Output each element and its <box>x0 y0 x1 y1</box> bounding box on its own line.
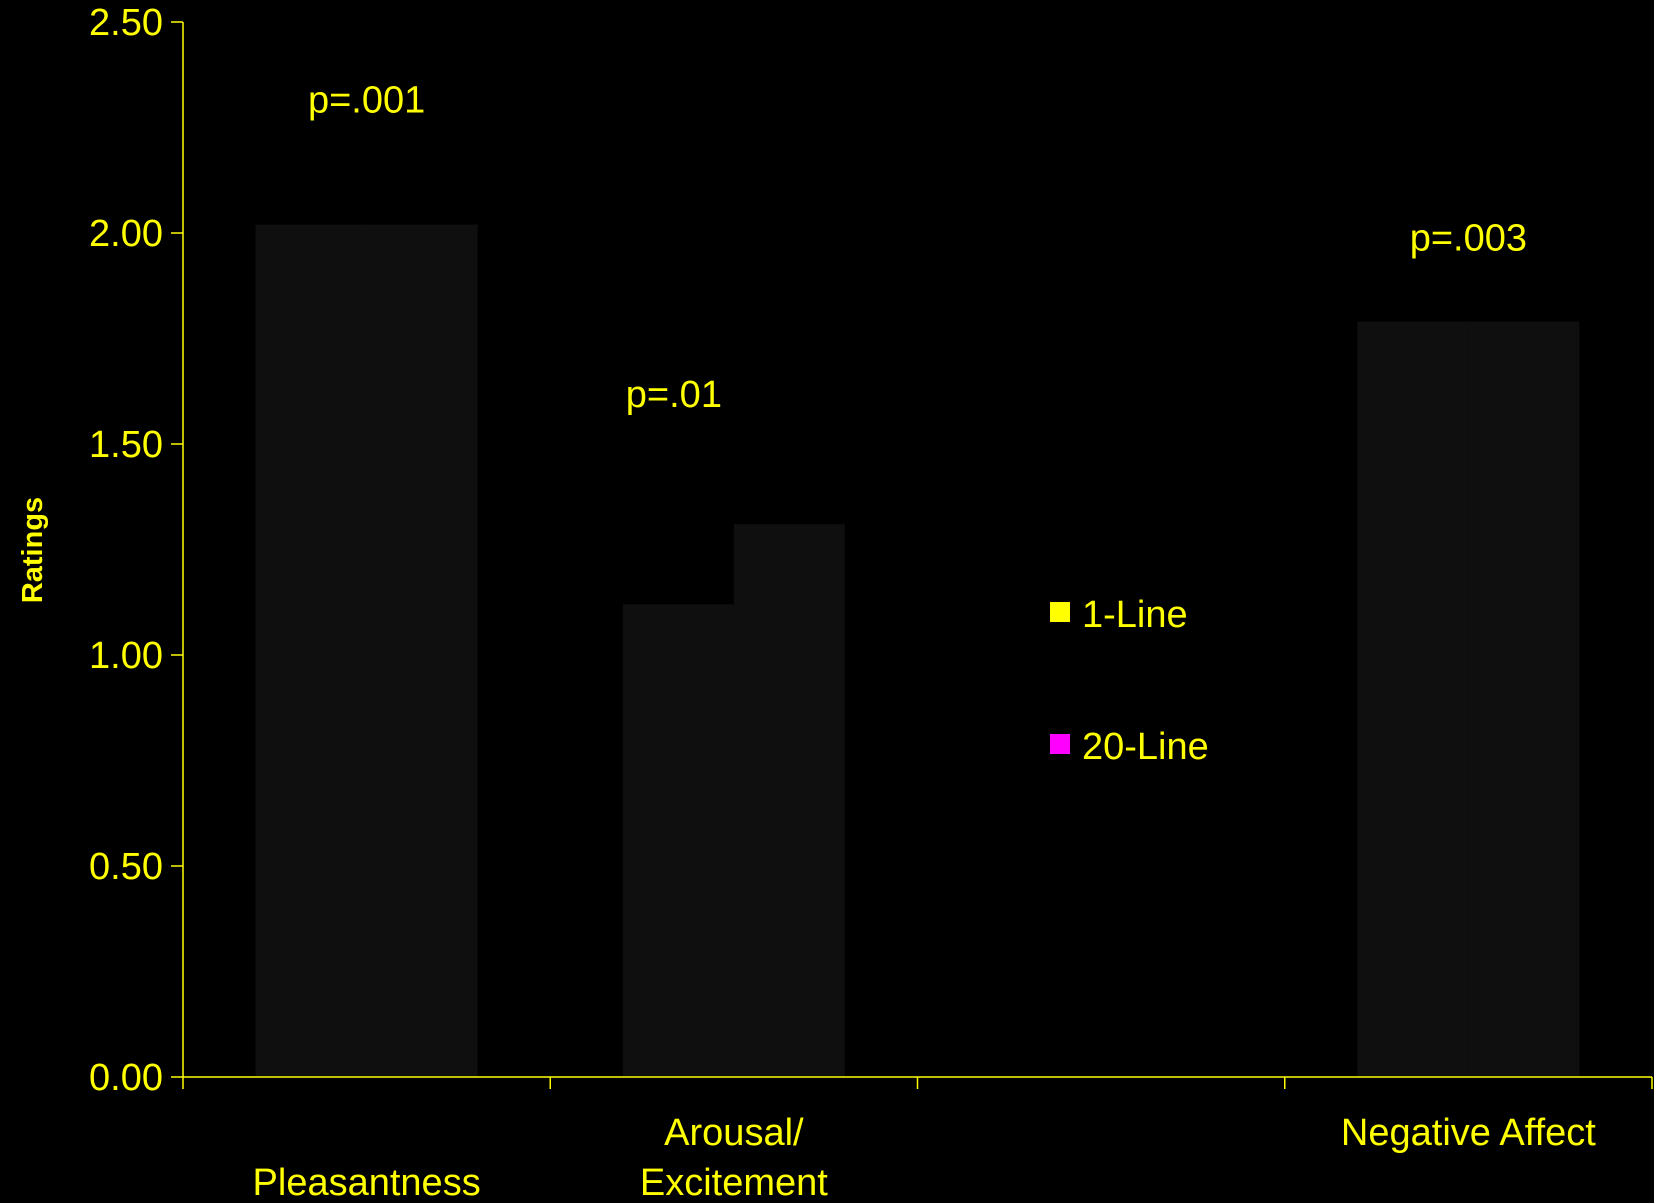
legend-swatch <box>1050 602 1070 622</box>
bar-series-20line <box>733 524 845 1077</box>
bar-series-1line <box>255 224 367 1077</box>
bar-series-20line <box>366 224 478 1077</box>
p-value-annotation: p=.001 <box>308 80 425 122</box>
y-tick-label: 0.50 <box>89 846 163 888</box>
y-tick-label: 1.00 <box>89 635 163 677</box>
bar-series-20line <box>1468 321 1580 1077</box>
y-tick-label: 1.50 <box>89 424 163 466</box>
x-tick-labels: Pleasantness Arousal/Excitement Negative A… <box>253 1112 1597 1203</box>
legend: 1-Line 20-Line <box>1050 594 1209 768</box>
bars-layer <box>255 224 1580 1077</box>
bar-series-1line <box>1357 321 1469 1077</box>
y-axis-title: Ratings <box>17 497 49 603</box>
x-ticks <box>182 1077 1653 1089</box>
y-tick-label: 2.00 <box>89 213 163 255</box>
y-tick-label: 0.00 <box>89 1057 163 1099</box>
y-ticks: 0.00 0.50 1.00 1.50 2.00 2.50 <box>89 2 183 1099</box>
x-category-label: Excitement <box>640 1162 828 1203</box>
legend-swatch <box>1050 734 1070 754</box>
x-category-label: Arousal/ <box>664 1112 804 1154</box>
y-tick-label: 2.50 <box>89 2 163 44</box>
legend-label: 20-Line <box>1082 726 1209 768</box>
bar-series-1line <box>622 604 734 1077</box>
p-value-annotation: p=.01 <box>626 374 722 416</box>
x-category-label: Pleasantness <box>253 1162 481 1203</box>
legend-label: 1-Line <box>1082 594 1188 636</box>
p-value-annotations: p=.001 p=.01 p=.003 <box>308 80 1527 417</box>
p-value-annotation: p=.003 <box>1410 218 1527 260</box>
x-category-label: Negative Affect <box>1341 1112 1596 1154</box>
